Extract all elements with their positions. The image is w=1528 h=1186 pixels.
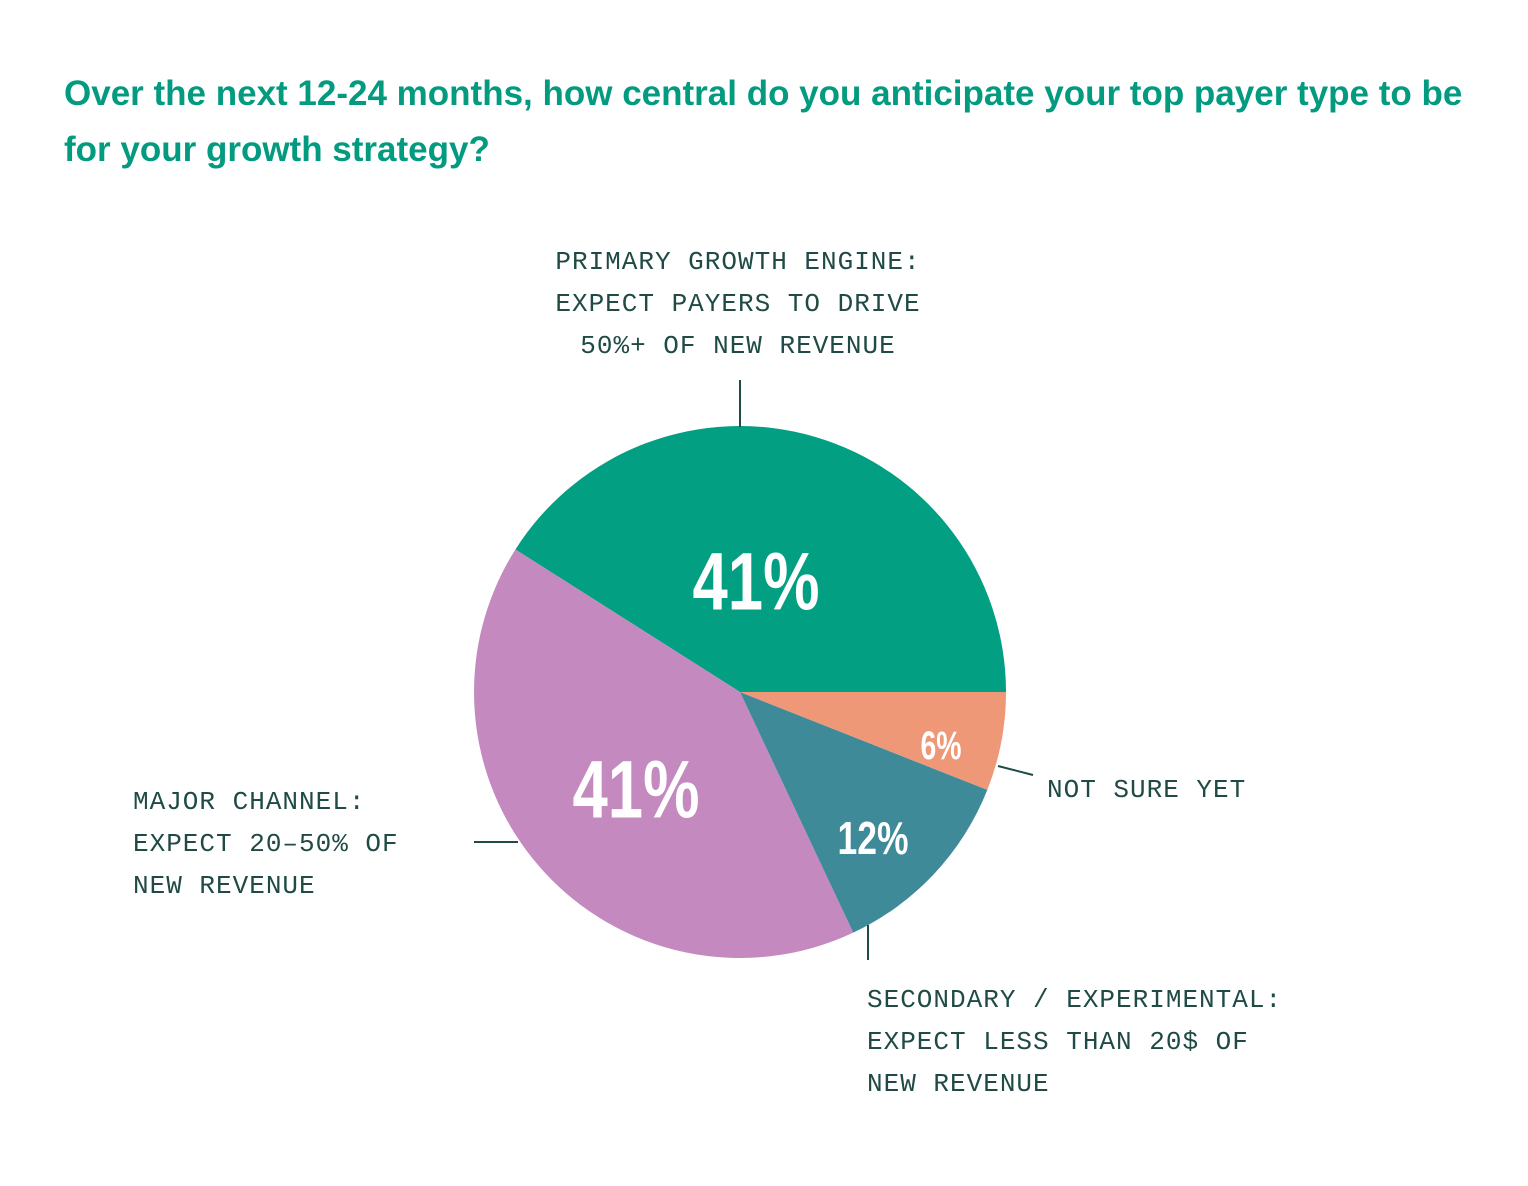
callout-line: PRIMARY GROWTH ENGINE: [555, 247, 920, 277]
callout-line: EXPECT PAYERS TO DRIVE [555, 289, 920, 319]
pie-slices [474, 426, 1006, 958]
callout-line: EXPECT LESS THAN 20$ OF [867, 1027, 1249, 1057]
callout-labels: PRIMARY GROWTH ENGINE: EXPECT PAYERS TO D… [133, 247, 1282, 1099]
chart-title: Over the next 12-24 months, how central … [64, 74, 1463, 169]
callout-line: NEW REVENUE [133, 871, 316, 901]
callout-not-sure: NOT SURE YET [1047, 775, 1246, 805]
slice-value-label-primary: 41% [693, 537, 820, 628]
slice-value-label-secondary: 12% [838, 812, 909, 864]
leader-lines [474, 380, 1034, 960]
pie-slice-major [474, 549, 854, 958]
pie-slice-secondary [740, 692, 988, 933]
callout-line: SECONDARY / EXPERIMENTAL: [867, 985, 1282, 1015]
callout-primary: PRIMARY GROWTH ENGINE: EXPECT PAYERS TO D… [555, 247, 920, 361]
slice-value-labels: 41% 41% 12% 6% [573, 537, 962, 865]
callout-major: MAJOR CHANNEL: EXPECT 20–50% OF NEW REVENU… [133, 787, 399, 901]
callout-line: MAJOR CHANNEL: [133, 787, 365, 817]
pie-slice-primary [515, 426, 1006, 692]
slice-value-label-not-sure: 6% [921, 724, 962, 768]
callout-line: NEW REVENUE [867, 1069, 1050, 1099]
slice-value-label-major: 41% [573, 745, 700, 836]
callout-line: 50%+ OF NEW REVENUE [580, 331, 895, 361]
callout-line: EXPECT 20–50% OF [133, 829, 399, 859]
leader-line-not-sure [997, 765, 1034, 776]
callout-secondary: SECONDARY / EXPERIMENTAL: EXPECT LESS THA… [867, 985, 1282, 1099]
pie-slice-not-sure [740, 692, 1006, 790]
callout-line: NOT SURE YET [1047, 775, 1246, 805]
